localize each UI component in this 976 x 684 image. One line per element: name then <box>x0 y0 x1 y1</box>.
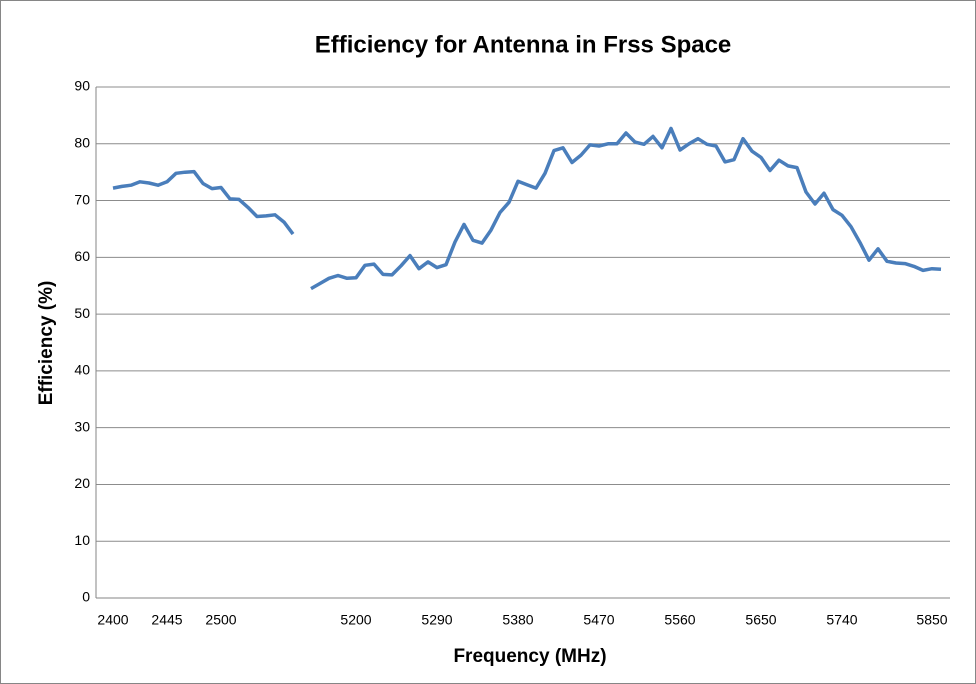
data-line <box>112 126 942 291</box>
y-tick-label: 0 <box>82 589 90 605</box>
y-axis-title: Efficiency (%) <box>36 281 57 406</box>
x-tick-label: 2445 <box>151 612 182 628</box>
y-tick-label: 70 <box>74 191 90 207</box>
x-axis-title: Frequency (MHz) <box>453 646 606 667</box>
x-tick-label: 5380 <box>502 612 533 628</box>
x-tick-label: 2500 <box>205 612 236 628</box>
x-tick-label: 5740 <box>826 612 857 628</box>
y-tick-label: 40 <box>74 362 90 378</box>
y-tick-label: 10 <box>74 532 90 548</box>
y-tick-label: 80 <box>74 134 90 150</box>
x-tick-label: 5200 <box>340 612 371 628</box>
y-tick-label: 50 <box>74 305 90 321</box>
x-tick-label: 5560 <box>664 612 695 628</box>
y-tick-label: 30 <box>74 418 90 434</box>
x-tick-label: 5650 <box>745 612 776 628</box>
y-tick-label: 90 <box>74 78 90 94</box>
x-tick-label: 5850 <box>916 612 947 628</box>
chart-title: Efficiency for Antenna in Frss Space <box>315 31 732 58</box>
y-tick-label: 20 <box>74 475 90 491</box>
y-tick-label: 60 <box>74 248 90 264</box>
x-tick-label: 5290 <box>421 612 452 628</box>
x-tick-label: 5470 <box>583 612 614 628</box>
x-tick-label: 2400 <box>97 612 128 628</box>
